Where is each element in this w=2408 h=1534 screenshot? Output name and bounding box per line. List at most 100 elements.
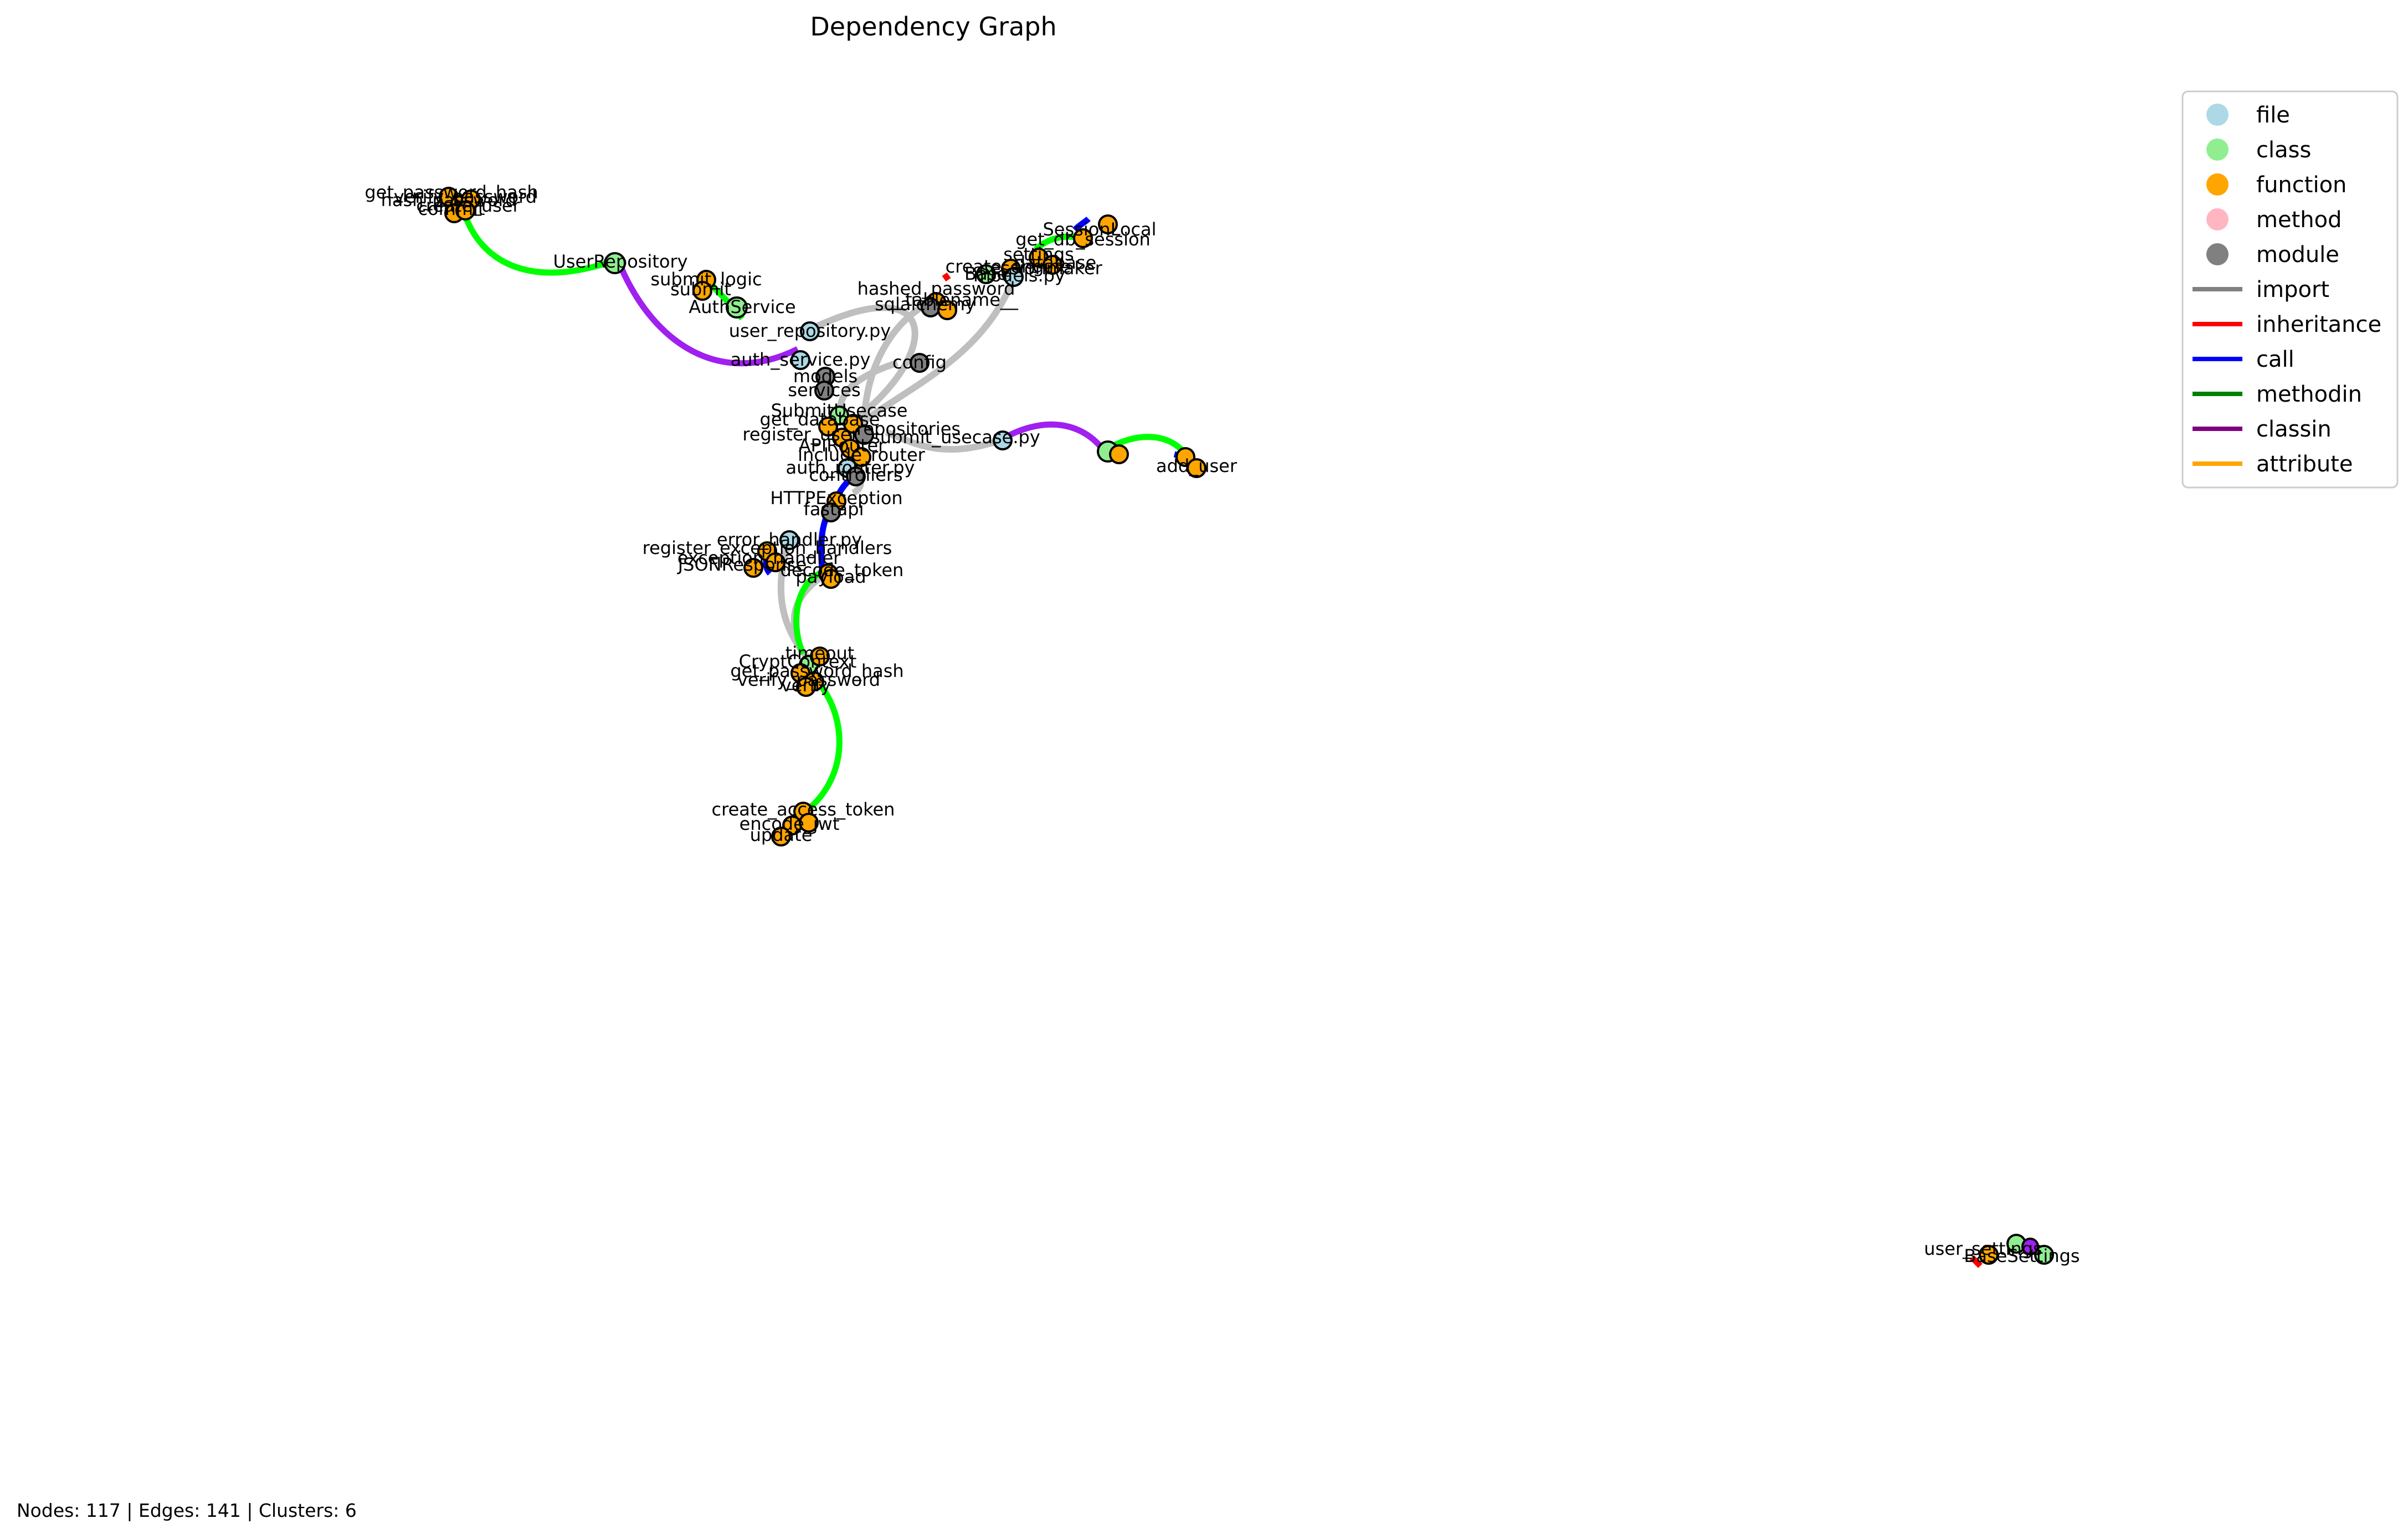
label-hashed-password: hashed_password <box>858 278 1015 299</box>
label-crypt-context: CryptContext <box>739 651 857 672</box>
label-api-router: APIRouter <box>799 435 886 456</box>
label-auth-service-py: auth_service.py <box>731 349 871 370</box>
legend-edge-label-attribute: attribute <box>2256 452 2353 477</box>
label-verify-password: verify_password <box>394 186 537 207</box>
label-error-handler-py: error_handler.py <box>717 529 862 550</box>
label-user-settings: user_settings <box>1924 1238 2042 1259</box>
node-update[interactable] <box>771 827 791 846</box>
node-exception-handler[interactable] <box>766 552 785 572</box>
node-json-response[interactable] <box>743 558 763 578</box>
node-fastapi[interactable] <box>821 502 841 522</box>
node-include-router[interactable] <box>851 447 871 467</box>
node-base[interactable] <box>976 264 996 284</box>
node-timeout[interactable] <box>810 647 830 666</box>
label-commit: commit <box>418 198 485 219</box>
legend-box <box>2181 90 2399 489</box>
node-labels: get_password_hash hash_password verify_p… <box>364 182 2080 1266</box>
label-submit: submit <box>670 279 731 300</box>
edge-import-1 <box>808 304 918 424</box>
edge-classin-2 <box>998 421 1105 451</box>
node-auth-service[interactable] <box>726 296 748 319</box>
node-controllers[interactable] <box>846 466 866 486</box>
label-include-router: include_router <box>798 444 925 465</box>
legend-node-label-function: function <box>2256 172 2347 198</box>
node-config[interactable] <box>910 353 930 373</box>
edge-methodin-4 <box>793 571 822 655</box>
node-services[interactable] <box>814 381 834 401</box>
node-bottom-c[interactable] <box>799 813 819 833</box>
label-get-database: get_database <box>760 409 880 430</box>
graph-stats-footer: Nodes: 117 | Edges: 141 | Clusters: 6 <box>17 1500 357 1521</box>
label-base: Base <box>964 263 1008 284</box>
node-database[interactable] <box>1043 255 1062 275</box>
label-models-py: models.py <box>973 265 1065 286</box>
label-get-password-hash: get_password_hash <box>364 182 538 203</box>
legend-node-marker-function <box>2206 173 2229 196</box>
node-get-db-session[interactable] <box>1073 228 1093 248</box>
legend: file class function method module import inhe… <box>2181 90 2399 489</box>
label-hash-password: hash_password <box>381 189 517 211</box>
node-central-a[interactable] <box>818 417 838 437</box>
node-settings-br[interactable] <box>2034 1245 2054 1265</box>
label-register-exception-handlers: register_exception_handlers <box>643 537 892 558</box>
node-submit[interactable] <box>692 281 712 301</box>
label-user-repository-py: user_repository.py <box>729 320 891 341</box>
label-auth-router-py: auth_router.py <box>786 457 915 478</box>
graph-title: Dependency Graph <box>810 12 1056 42</box>
label-sessionmaker: sessionmaker <box>980 258 1102 279</box>
label-verify-password-lower: verify_password <box>737 669 880 690</box>
label-controllers: controllers <box>809 464 902 485</box>
legend-edge-label-methodin: methodin <box>2256 382 2362 407</box>
node-models-py[interactable] <box>1004 267 1024 287</box>
legend-edge-label-call: call <box>2256 347 2294 372</box>
legend-edge-label-classin: classin <box>2256 417 2332 442</box>
legend-node-label-module: module <box>2256 242 2339 268</box>
label-create-engine: create_engine <box>946 256 1071 277</box>
edges <box>455 203 1983 1268</box>
node-br-d[interactable] <box>2021 1238 2039 1255</box>
edge-import-5 <box>885 429 1001 453</box>
node-submit-usecase-b[interactable] <box>1109 444 1129 464</box>
edge-inheritance-1 <box>942 272 951 282</box>
label-submit-logic: submit_logic <box>650 269 762 290</box>
label-user-repository: UserRepository <box>553 251 687 272</box>
label-submit-usecase-central: SubmitUsecase <box>771 400 908 421</box>
legend-node-marker-class <box>2206 138 2229 161</box>
node-session-local[interactable] <box>1098 214 1118 234</box>
node-user-repository[interactable] <box>604 252 626 274</box>
label-http-exception: HTTPException <box>770 488 902 509</box>
label-database: database <box>1014 252 1096 273</box>
legend-node-marker-module <box>2206 243 2229 265</box>
label-register-user: register_user <box>742 424 859 445</box>
node-user-repository-py[interactable] <box>800 321 820 341</box>
label-tablename: __tablename__ <box>887 289 1019 310</box>
label-get-db-session: get_db_session <box>1015 229 1151 250</box>
legend-node-label-class: class <box>2256 137 2311 163</box>
edge-import-3 <box>862 275 1017 424</box>
label-models: models <box>793 366 858 387</box>
node-user-settings[interactable] <box>1979 1245 1999 1265</box>
label-decode-token: decode_token <box>781 560 904 581</box>
edge-call-4 <box>1072 216 1091 232</box>
node-error-handler-py[interactable] <box>779 530 799 550</box>
label-update: update <box>750 824 813 845</box>
legend-node-marker-file <box>2206 104 2229 126</box>
legend-node-label-method: method <box>2256 207 2342 233</box>
legend-node-types: file class function method module <box>2206 102 2347 268</box>
node-tablename[interactable] <box>937 300 957 320</box>
legend-edge-label-inheritance: inheritance <box>2256 312 2381 337</box>
label-create-access-token: create_access_token <box>712 799 895 820</box>
node-submit-usecase-py[interactable] <box>993 430 1013 450</box>
node-auth-service-py[interactable] <box>790 350 810 370</box>
label-auth-service: AuthService <box>689 296 795 317</box>
label-timeout: timeout <box>785 643 855 664</box>
node-central-d[interactable] <box>854 425 874 445</box>
node-add-user[interactable] <box>1187 458 1206 478</box>
node-payload[interactable] <box>821 569 841 589</box>
node-create-user[interactable] <box>455 201 475 220</box>
label-submit-usecase-py: submit_usecase.py <box>871 427 1040 448</box>
edge-inheritance-2 <box>1970 1255 1983 1268</box>
legend-node-marker-method <box>2206 208 2229 230</box>
node-verify[interactable] <box>796 677 816 697</box>
